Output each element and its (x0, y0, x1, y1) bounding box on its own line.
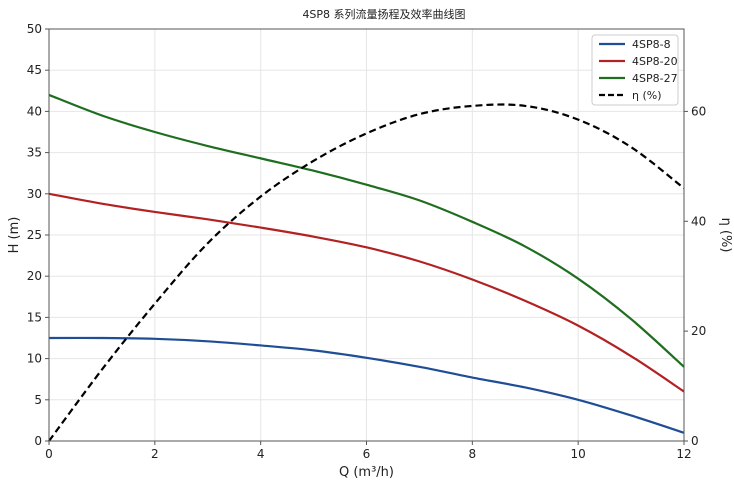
series-line-4sp8-8 (48, 336, 685, 434)
x-tick-label: 0 (45, 447, 53, 461)
x-tick-label: 2 (151, 447, 159, 461)
y-axis-title: H (m) (7, 217, 22, 254)
x-tick-label: 6 (363, 447, 371, 461)
chart-title: 4SP8 系列流量扬程及效率曲线图 (302, 7, 465, 21)
y-tick-label: 0 (34, 434, 42, 448)
series-line-4sp8-27 (48, 93, 685, 368)
x-axis-title: Q (m³/h) (339, 465, 394, 480)
y-tick-label: 35 (27, 146, 42, 160)
y-right-tick-label: 40 (691, 214, 706, 228)
grid (48, 28, 685, 442)
legend-label-4sp8-27: 4SP8-27 (632, 72, 678, 85)
y-tick-label: 15 (27, 310, 42, 324)
y-right-axis-title: η (%) (718, 218, 733, 253)
y-tick-label: 25 (27, 228, 42, 242)
x-tick-label: 12 (676, 447, 691, 461)
x-tick-label: 8 (469, 447, 477, 461)
series-layer (48, 93, 685, 442)
legend-label-4sp8-8: 4SP8-8 (632, 38, 671, 51)
series-line-4sp8-20 (48, 192, 685, 393)
y-tick-label: 40 (27, 104, 42, 118)
legend-label-4sp8-20: 4SP8-20 (632, 55, 678, 68)
y-tick-label: 50 (27, 22, 42, 36)
legend: 4SP8-8 4SP8-20 4SP8-27 η (%) (591, 34, 679, 106)
legend-label-: η (%) (632, 89, 662, 102)
series-line- (48, 103, 685, 442)
y-tick-label: 45 (27, 63, 42, 77)
y-tick-label: 10 (27, 352, 42, 366)
x-tick-label: 10 (571, 447, 586, 461)
x-tick-label: 4 (257, 447, 265, 461)
y-tick-label: 20 (27, 269, 42, 283)
y-tick-label: 5 (34, 393, 42, 407)
y-right-tick-label: 0 (691, 434, 699, 448)
y-right-tick-label: 60 (691, 104, 706, 118)
y-right-tick-label: 20 (691, 324, 706, 338)
legend-box (591, 34, 679, 106)
y-tick-label: 30 (27, 187, 42, 201)
